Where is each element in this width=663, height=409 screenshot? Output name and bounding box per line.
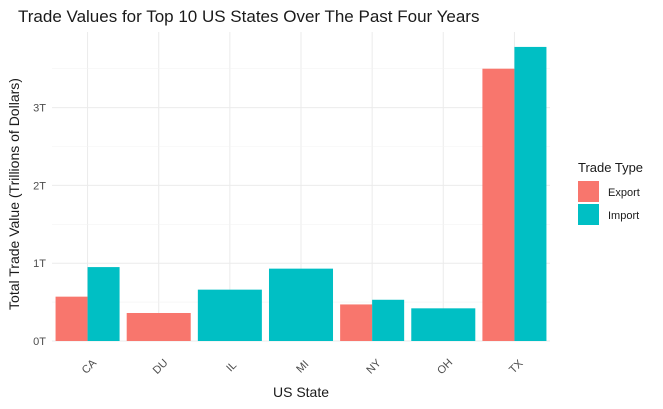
x-tick-label: NY [364, 357, 384, 377]
x-axis-ticks: CA DU IL MI NY OH TX [80, 357, 526, 377]
chart-title: Trade Values for Top 10 US States Over T… [18, 7, 479, 26]
y-axis-title: Total Trade Value (Trillions of Dollars) [6, 78, 22, 310]
y-axis-ticks: 0T 1T 2T 3T [33, 103, 46, 348]
x-axis-title: US State [273, 384, 329, 400]
bar-import-tx [514, 46, 547, 341]
bar-import-il [197, 289, 262, 341]
legend: Trade Type Export Import [578, 160, 643, 225]
y-tick-label: 0T [33, 336, 46, 348]
y-tick-label: 2T [33, 180, 46, 192]
bar-export-du [126, 312, 191, 341]
x-tick-label: CA [80, 357, 100, 377]
legend-label-import: Import [608, 210, 639, 222]
y-tick-label: 3T [33, 103, 46, 115]
y-tick-label: 1T [33, 258, 46, 270]
bar-import-oh [411, 308, 476, 341]
grid [52, 32, 550, 342]
bar-export-tx [482, 68, 515, 341]
bars [55, 46, 547, 341]
legend-swatch-import [578, 204, 599, 225]
legend-swatch-export [578, 181, 599, 202]
x-tick-label: DU [151, 357, 171, 377]
x-tick-label: MI [294, 358, 311, 375]
legend-label-export: Export [608, 187, 640, 199]
x-tick-label: IL [224, 359, 239, 374]
x-tick-label: OH [435, 357, 455, 377]
bar-export-ca [55, 296, 88, 341]
bar-import-ny [372, 299, 405, 341]
legend-items: Export Import [578, 181, 640, 225]
bar-export-ny [340, 304, 373, 341]
legend-title: Trade Type [578, 160, 643, 175]
x-tick-label: TX [507, 357, 526, 376]
bar-import-ca [87, 267, 120, 341]
bar-import-mi [268, 268, 334, 341]
